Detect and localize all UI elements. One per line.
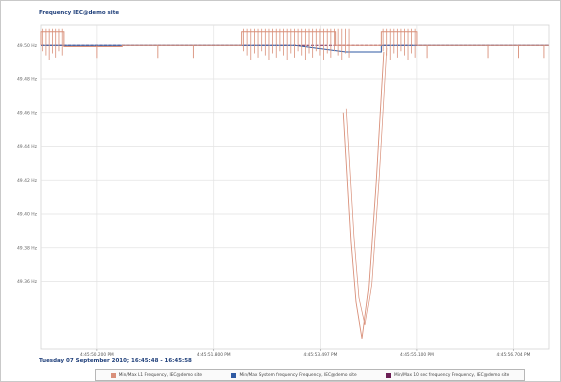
legend-label: Min/Max L1 Frequency, IEC@demo site <box>118 372 203 378</box>
y-tick-label: 49.38 Hz <box>17 245 38 251</box>
legend-item: Min/Max 10 sec frequency Frequency, IEC@… <box>386 372 510 378</box>
y-tick-label: 49.42 Hz <box>17 178 38 184</box>
x-tick-label: 4:45:51.800 PM <box>197 352 231 358</box>
legend-label: Min/Max System frequency Frequency, IEC@… <box>239 372 357 378</box>
y-tick-label: 49.36 Hz <box>17 279 38 285</box>
legend: Min/Max L1 Frequency, IEC@demo site Min/… <box>95 369 525 381</box>
x-tick-label: 4:45:50.200 PM <box>80 352 114 358</box>
series-l1-spikes <box>382 28 416 61</box>
date-range-label: Tuesday 07 September 2010; 16:45:48 - 16… <box>39 358 192 364</box>
legend-swatch <box>110 372 116 378</box>
legend-item: Min/Max System frequency Frequency, IEC@… <box>231 372 357 378</box>
legend-item: Min/Max L1 Frequency, IEC@demo site <box>110 372 203 378</box>
series-l1-drop-trace <box>345 47 388 325</box>
x-tick-label: 4:45:53.497 PM <box>304 352 338 358</box>
legend-label: Min/Max 10 sec frequency Frequency, IEC@… <box>394 372 510 378</box>
y-tick-label: 49.48 Hz <box>17 77 38 83</box>
x-tick-label: 4:45:56.704 PM <box>497 352 531 358</box>
y-tick-label: 49.40 Hz <box>17 212 38 218</box>
x-tick-label: 4:45:55.100 PM <box>400 352 434 358</box>
series-l1-spikes <box>42 28 63 61</box>
y-tick-label: 49.50 Hz <box>17 43 38 49</box>
legend-swatch <box>231 372 237 378</box>
chart-title: Frequency IEC@demo site <box>39 10 120 16</box>
series-l1-spikes <box>243 28 350 61</box>
legend-swatch <box>386 372 392 378</box>
series-system-line <box>41 44 549 53</box>
y-tick-label: 49.44 Hz <box>17 144 38 150</box>
plot-border <box>40 24 550 350</box>
series-l1-step <box>40 31 549 47</box>
series-l1-drop <box>342 51 385 339</box>
y-tick-label: 49.46 Hz <box>17 110 38 116</box>
